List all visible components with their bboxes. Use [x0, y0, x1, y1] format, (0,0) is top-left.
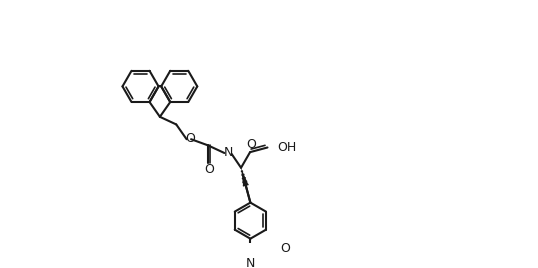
Text: N: N	[246, 256, 255, 268]
Text: O: O	[204, 163, 214, 176]
Text: N: N	[224, 146, 233, 159]
Polygon shape	[241, 168, 249, 186]
Text: O: O	[246, 137, 256, 151]
Text: OH: OH	[278, 141, 296, 154]
Text: O: O	[280, 242, 290, 255]
Text: O: O	[185, 132, 195, 145]
